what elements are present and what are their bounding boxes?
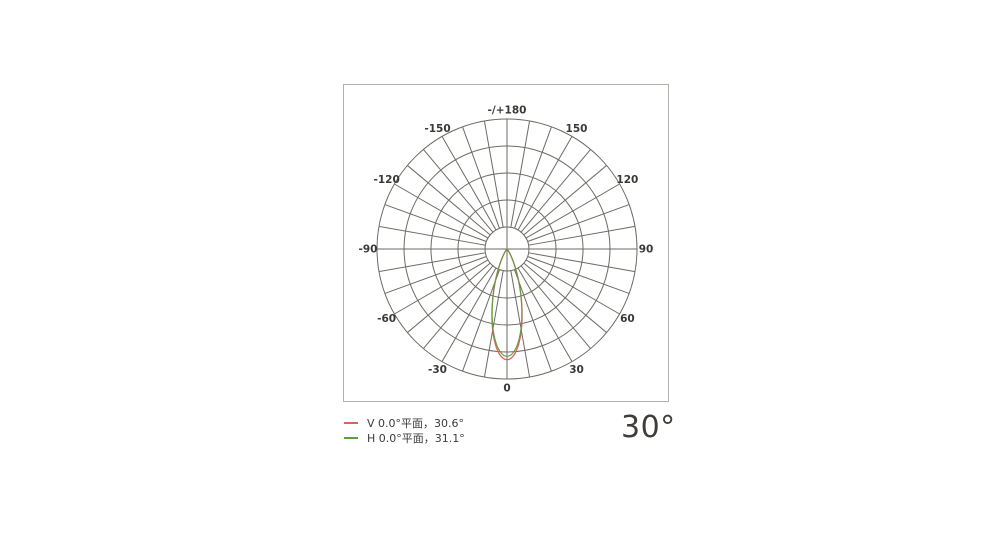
v-plane-legend-label: V 0.0°平面，30.6° xyxy=(367,417,465,430)
angle-label: 120 xyxy=(616,174,638,186)
h-plane-legend-label: H 0.0°平面，31.1° xyxy=(367,432,465,445)
grid-spoke xyxy=(483,120,504,228)
grid-spoke xyxy=(520,265,591,349)
angle-label: 0 xyxy=(503,383,510,395)
grid-spoke xyxy=(528,252,636,273)
legend-item-v-plane: V 0.0°平面，30.6° xyxy=(344,416,465,430)
beam-angle-summary: 30° xyxy=(621,410,676,445)
grid-spoke xyxy=(394,259,489,315)
grid-spoke xyxy=(423,149,494,233)
grid-spoke xyxy=(527,204,630,242)
legend: V 0.0°平面，30.6° H 0.0°平面，31.1° xyxy=(344,416,465,446)
grid-spoke xyxy=(523,262,607,333)
legend-item-h-plane: H 0.0°平面，31.1° xyxy=(344,431,465,445)
angle-label: -120 xyxy=(373,174,399,186)
grid-spoke xyxy=(523,165,607,236)
h-plane-line-swatch xyxy=(344,437,358,439)
grid-spoke xyxy=(514,126,552,229)
grid-spoke xyxy=(527,256,630,294)
grid-spoke xyxy=(525,259,620,315)
beam-curve-h-plane xyxy=(491,248,523,357)
angle-label: -150 xyxy=(424,123,450,135)
v-plane-line-swatch xyxy=(344,422,358,424)
angle-label: 30 xyxy=(569,364,584,376)
grid-spoke xyxy=(441,136,497,231)
grid-spoke xyxy=(462,269,500,372)
grid-spoke xyxy=(384,204,487,242)
angle-label: 90 xyxy=(639,244,654,256)
angle-label: -30 xyxy=(428,364,447,376)
angle-label: 150 xyxy=(566,123,588,135)
grid-spoke xyxy=(394,183,489,239)
grid-spoke xyxy=(525,183,620,239)
grid-spoke xyxy=(378,225,486,246)
angle-label: -90 xyxy=(359,244,378,256)
grid-spoke xyxy=(517,267,573,362)
grid-spoke xyxy=(514,269,552,372)
grid-spoke xyxy=(441,267,497,362)
grid-spoke xyxy=(378,252,486,273)
grid-spoke xyxy=(384,256,487,294)
angle-label: -60 xyxy=(377,313,396,325)
grid-spoke xyxy=(407,262,491,333)
grid-spoke xyxy=(528,225,636,246)
grid-spoke xyxy=(462,126,500,229)
grid-spoke xyxy=(510,270,531,378)
polar-photometric-chart: -/+180 150 120 90 60 30 0 -30 -60 -90 -120 -150 xyxy=(359,105,654,395)
grid-spoke xyxy=(510,120,531,228)
grid-spoke xyxy=(407,165,491,236)
angle-label: 60 xyxy=(620,313,635,325)
grid-spoke xyxy=(483,270,504,378)
polar-chart-box: -/+180 150 120 90 60 30 0 -30 -60 -90 -120 -150 xyxy=(343,84,669,402)
grid-spoke xyxy=(520,149,591,233)
grid-spoke xyxy=(423,265,494,349)
angle-label: -/+180 xyxy=(488,105,527,117)
grid-spoke xyxy=(517,136,573,231)
